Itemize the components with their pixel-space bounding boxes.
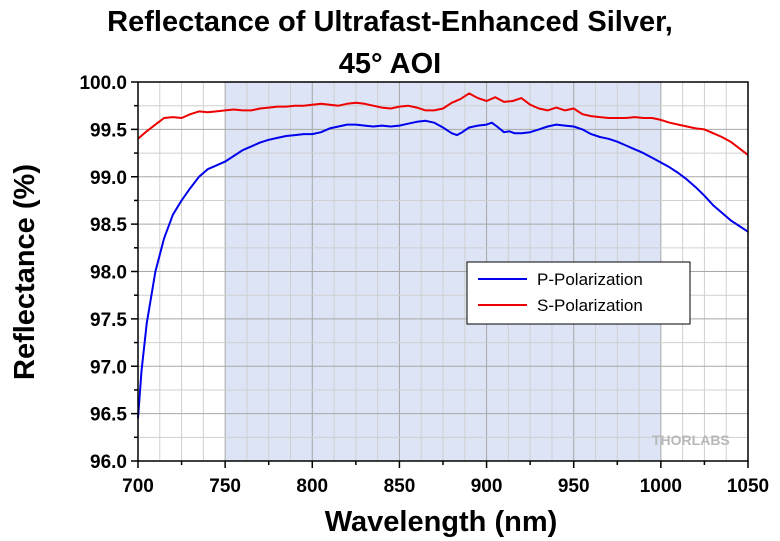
chart-title: Reflectance of Ultrafast-Enhanced Silver… bbox=[107, 6, 673, 38]
x-tick-label: 950 bbox=[558, 476, 590, 497]
p-polarization-line bbox=[137, 119, 749, 419]
x-tick-label: 1000 bbox=[640, 476, 682, 497]
y-tick-label: 96.0 bbox=[90, 452, 127, 473]
y-tick-labels: 96.0 96.5 97.0 97.5 98.0 98.5 99.0 99.5 100.0 bbox=[79, 73, 127, 473]
legend-box bbox=[466, 261, 691, 325]
s-polarization-line bbox=[137, 92, 749, 156]
y-tick-label: 96.5 bbox=[90, 405, 127, 426]
x-tick-label: 1050 bbox=[727, 476, 769, 497]
y-tick-label: 97.0 bbox=[90, 357, 127, 378]
x-tick-label: 700 bbox=[122, 476, 154, 497]
x-tick-label: 850 bbox=[384, 476, 416, 497]
x-tick-label: 750 bbox=[209, 476, 241, 497]
series-layer bbox=[137, 92, 749, 419]
x-axis-title: Wavelength (nm) bbox=[325, 506, 558, 538]
y-tick-label: 98.5 bbox=[90, 215, 127, 236]
y-axis-title: Reflectance (%) bbox=[9, 164, 41, 380]
x-tick-label: 800 bbox=[296, 476, 328, 497]
grid-lines bbox=[138, 82, 748, 461]
y-tick-label: 99.5 bbox=[90, 120, 127, 141]
chart-subtitle: 45° AOI bbox=[338, 48, 442, 80]
y-tick-label: 97.5 bbox=[90, 310, 127, 331]
legend-label-p: P-Polarization bbox=[537, 270, 643, 289]
y-tick-label: 99.0 bbox=[90, 168, 127, 189]
legend: P-Polarization S-Polarization bbox=[466, 261, 691, 325]
x-tick-labels: 700 750 800 850 900 950 1000 1050 bbox=[122, 476, 769, 497]
y-tick-label: 98.0 bbox=[90, 263, 127, 284]
legend-label-s: S-Polarization bbox=[537, 296, 643, 315]
y-tick-label: 100.0 bbox=[79, 73, 127, 94]
axis-ticks bbox=[131, 81, 749, 468]
x-tick-label: 900 bbox=[471, 476, 503, 497]
thorlabs-watermark: THORLABS bbox=[652, 432, 730, 448]
